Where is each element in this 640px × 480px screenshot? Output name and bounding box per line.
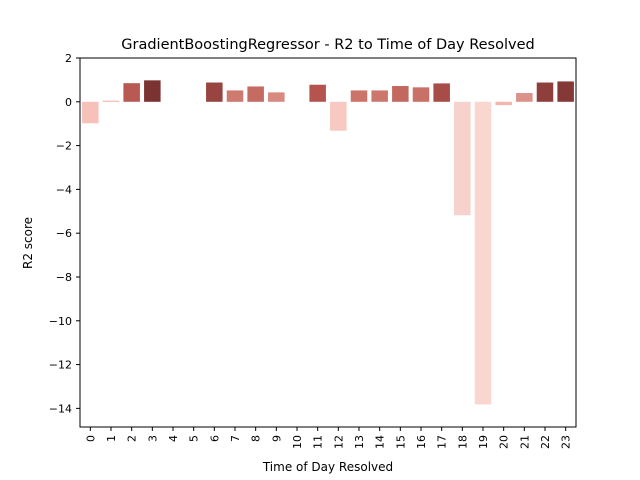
- bar-2: [123, 83, 140, 102]
- y-tick-label: −2: [56, 140, 72, 153]
- bar-18: [454, 101, 471, 216]
- bar-22: [536, 82, 554, 102]
- x-tick-label: 8: [250, 435, 263, 442]
- bar-8: [247, 86, 264, 102]
- x-tick-label: 7: [229, 435, 242, 442]
- x-tick-label: 3: [146, 435, 159, 442]
- y-tick-label: −12: [49, 359, 72, 372]
- x-tick-label: 6: [208, 435, 221, 442]
- x-tick-label: 9: [270, 435, 283, 442]
- bar-3: [144, 80, 161, 102]
- bar-17: [433, 83, 450, 102]
- bar-21: [516, 93, 533, 102]
- y-tick-label: 2: [65, 52, 72, 65]
- x-tick-label: 4: [167, 435, 180, 442]
- x-tick-label: 12: [332, 435, 345, 449]
- x-tick-label: 22: [539, 435, 552, 449]
- bar-14: [371, 90, 388, 102]
- x-tick-label: 13: [353, 435, 366, 449]
- x-tick-label: 18: [456, 435, 469, 449]
- x-tick-label: 5: [188, 435, 201, 442]
- y-tick-label: −14: [49, 402, 72, 415]
- bar-11: [309, 84, 326, 102]
- chart-title: GradientBoostingRegressor - R2 to Time o…: [121, 37, 534, 53]
- plot-frame: [79, 57, 577, 428]
- x-tick-label: 16: [415, 435, 428, 449]
- bar-12: [330, 101, 347, 131]
- x-tick-label: 20: [498, 435, 511, 449]
- y-tick-label: −4: [56, 183, 72, 196]
- y-tick-label: −8: [56, 271, 72, 284]
- bar-23: [557, 81, 574, 102]
- x-tick-label: 2: [126, 435, 139, 442]
- y-tick-label: −10: [49, 315, 72, 328]
- x-tick-label: 19: [477, 435, 490, 449]
- x-tick-label: 14: [374, 435, 387, 449]
- x-tick-label: 15: [394, 435, 407, 449]
- y-axis: 2 0 −2 −4 −6 −8 −10 −12 −14: [49, 52, 80, 415]
- x-axis: 0 1 2 3 4 5 6 7 8 9 10 11 12 13 14 15 16 17 18 19 20 21 22 23: [84, 427, 573, 449]
- bar-6: [206, 82, 223, 102]
- bars: [82, 80, 574, 405]
- x-axis-title: Time of Day Resolved: [262, 460, 393, 474]
- x-tick-label: 21: [518, 435, 531, 449]
- bar-13: [350, 90, 368, 102]
- y-tick-label: 0: [65, 96, 72, 109]
- x-tick-label: 11: [312, 435, 325, 449]
- x-tick-label: 23: [560, 435, 573, 449]
- x-tick-label: 0: [84, 435, 97, 442]
- bar-1: [102, 100, 120, 102]
- bar-9: [268, 92, 285, 102]
- bar-7: [226, 90, 244, 102]
- y-axis-title: R2 score: [21, 217, 35, 269]
- bar-16: [412, 87, 430, 102]
- x-tick-label: 1: [105, 435, 118, 442]
- bar-19: [474, 101, 492, 405]
- y-tick-label: −6: [56, 227, 72, 240]
- bar-15: [392, 86, 409, 102]
- bar-0: [82, 101, 99, 124]
- bar-20: [495, 101, 512, 106]
- x-tick-label: 17: [436, 435, 449, 449]
- x-tick-label: 10: [291, 435, 304, 449]
